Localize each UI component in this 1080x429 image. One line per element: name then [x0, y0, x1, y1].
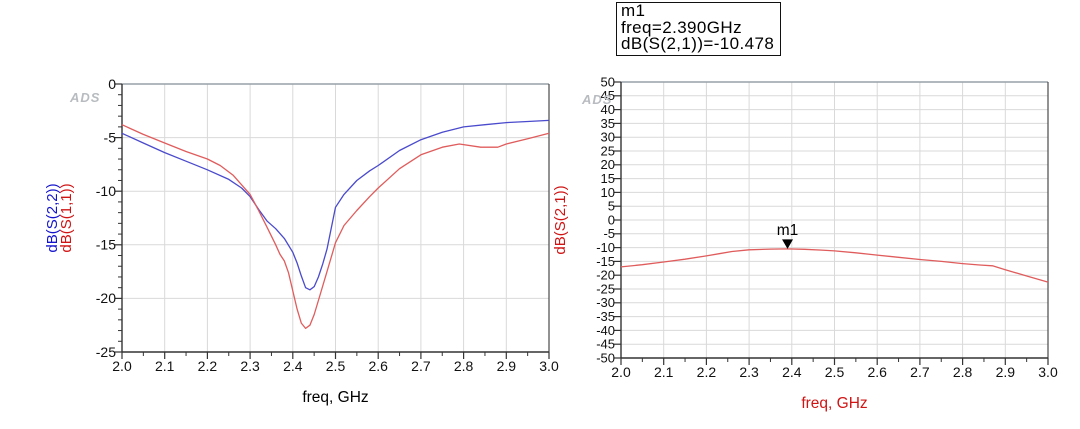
- x-tick-label: 2.5: [326, 358, 346, 374]
- y-tick-label: -10: [596, 240, 615, 255]
- x-tick-label: 2.2: [198, 358, 218, 374]
- x-axis-title: freq, GHz: [801, 395, 867, 412]
- x-tick-label: 2.8: [953, 364, 973, 380]
- y-axis-title: dB(S(2,1)): [552, 185, 569, 254]
- trace-db-s-2-2-: [121, 119, 550, 291]
- y-tick-label: -25: [96, 344, 116, 360]
- x-tick-label: 2.1: [654, 364, 674, 380]
- marker-m1-label: m1: [777, 222, 799, 239]
- marker-m1-triangle[interactable]: [782, 239, 794, 249]
- x-tick-label: 2.9: [996, 364, 1016, 380]
- x-tick-label: 2.3: [739, 364, 759, 380]
- y-tick-label: 25: [601, 143, 615, 158]
- x-tick-label: 3.0: [539, 358, 559, 374]
- y-tick-label: -40: [596, 323, 615, 338]
- x-tick-label: 2.2: [697, 364, 717, 380]
- y-tick-label: -25: [596, 281, 615, 296]
- trace-db-s-2-1-: [620, 248, 1049, 283]
- ads-watermark: ADS: [69, 90, 100, 105]
- marker-freq-line: freq=2.390GHz: [621, 17, 742, 37]
- marker-name-line: m1: [621, 1, 646, 20]
- x-tick-label: 2.9: [497, 358, 517, 374]
- y-tick-label: -10: [96, 183, 116, 199]
- x-axis-title: freq, GHz: [302, 389, 368, 406]
- marker-value-line: dB(S(2,1))=-10.478: [621, 34, 775, 53]
- y-tick-label: -20: [596, 268, 615, 283]
- y-tick-label: 35: [601, 116, 615, 131]
- y-tick-label: 10: [601, 185, 615, 200]
- return-loss-chart: 2.0 2.1 2.2 2.3 2.4 2.5 2.6 2.7 2.8 2.9 3.0 0 -5 -10 -…: [44, 76, 559, 406]
- x-tick-label: 2.0: [112, 358, 132, 374]
- y-tick-label: -5: [603, 226, 615, 241]
- x-tick-label: 2.4: [283, 358, 303, 374]
- trace-db-s-1-1-: [121, 124, 550, 330]
- y-tick-label: -50: [596, 350, 615, 365]
- y-tick-label: 30: [601, 130, 615, 145]
- y-tick-label: 20: [601, 157, 615, 172]
- y-axis-title: dB(S(1,1)): [58, 183, 75, 252]
- x-tick-label: 2.7: [411, 358, 431, 374]
- y-tick-label: 0: [608, 212, 615, 227]
- y-tick-label: -15: [96, 237, 116, 253]
- y-tick-label: -15: [596, 254, 615, 269]
- x-tick-label: 2.0: [611, 364, 631, 380]
- x-tick-label: 2.8: [454, 358, 474, 374]
- x-tick-label: 2.5: [825, 364, 845, 380]
- x-tick-label: 2.3: [240, 358, 260, 374]
- y-tick-label: -5: [104, 129, 117, 145]
- x-tick-label: 2.7: [910, 364, 930, 380]
- x-tick-label: 3.0: [1038, 364, 1058, 380]
- x-tick-label: 2.1: [155, 358, 175, 374]
- y-tick-label: 40: [601, 102, 615, 117]
- y-tick-label: 0: [108, 76, 116, 92]
- x-tick-label: 2.6: [368, 358, 388, 374]
- y-tick-label: 50: [601, 74, 615, 89]
- y-tick-label: -30: [596, 295, 615, 310]
- marker-readout-box[interactable]: m1 freq=2.390GHz dB(S(2,1))=-10.478: [616, 1, 782, 56]
- y-tick-label: 45: [601, 88, 615, 103]
- insertion-loss-chart: 2.0 2.1 2.2 2.3 2.4 2.5 2.6 2.7 2.8 2.9 3.05045403…: [552, 74, 1058, 412]
- y-axis-title: dB(S(2,2)): [44, 183, 61, 252]
- y-tick-label: -45: [596, 337, 615, 352]
- y-tick-label: 15: [601, 171, 615, 186]
- y-tick-label: -35: [596, 309, 615, 324]
- y-tick-label: -20: [96, 290, 116, 306]
- ads-watermark: ADS: [581, 92, 612, 107]
- y-tick-label: 5: [608, 199, 615, 214]
- x-tick-label: 2.6: [867, 364, 887, 380]
- x-tick-label: 2.4: [782, 364, 802, 380]
